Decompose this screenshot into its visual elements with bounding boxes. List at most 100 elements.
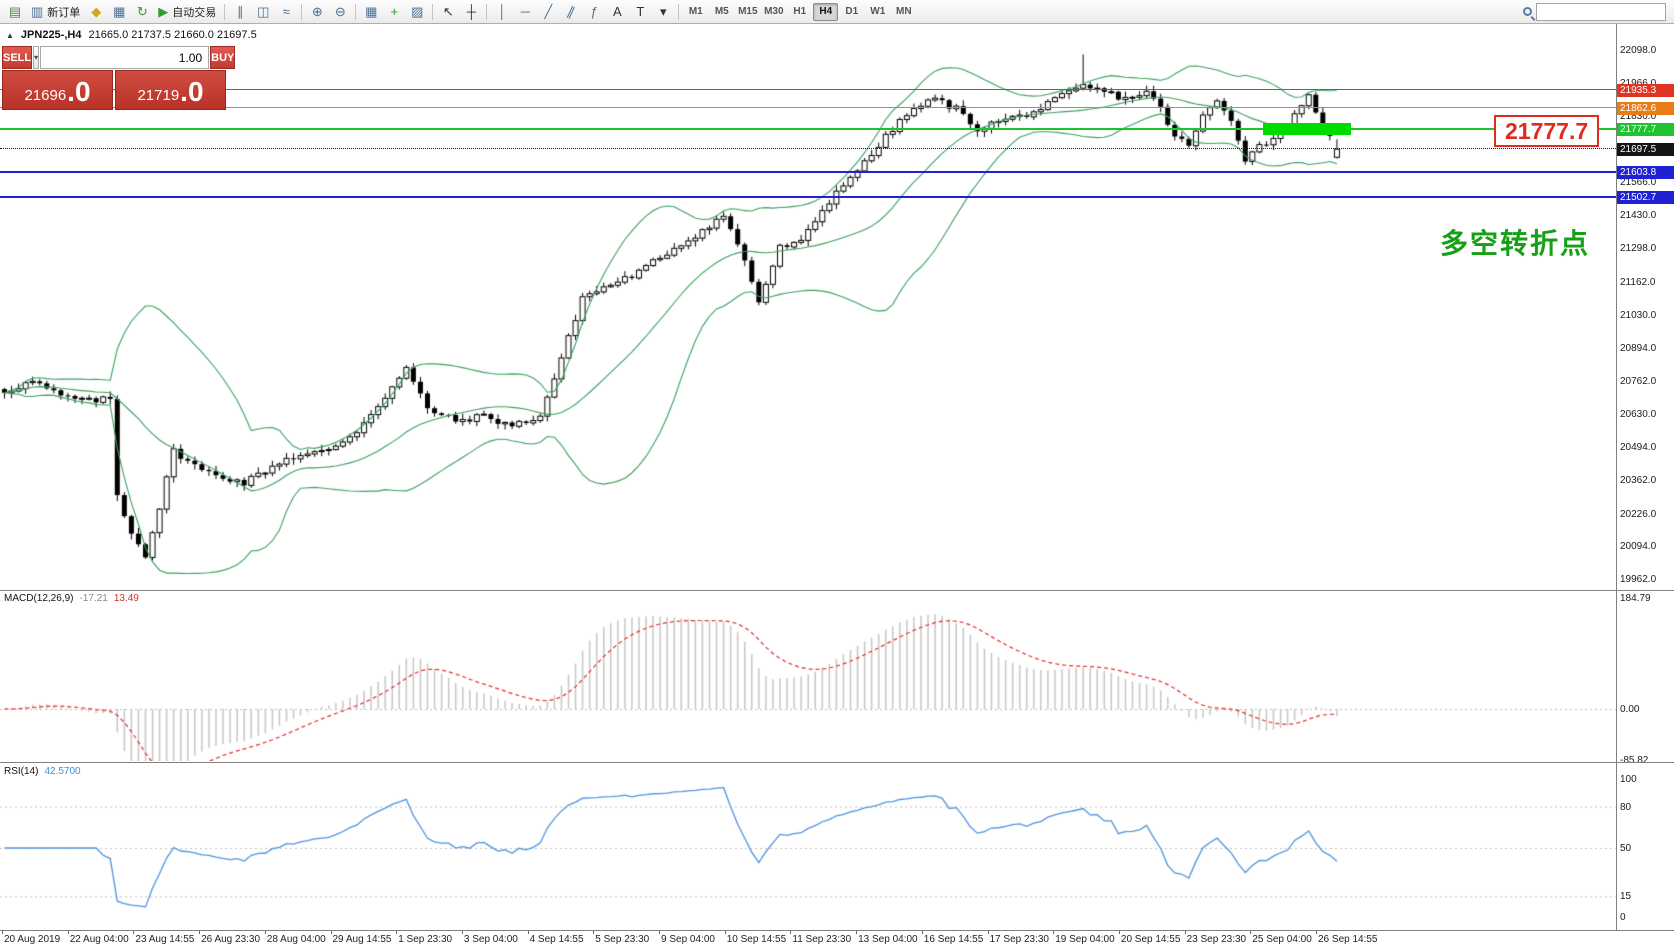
- zoom-out-button[interactable]: ⊖: [329, 2, 351, 22]
- time-axis[interactable]: 20 Aug 2019 22 Aug 04:00 23 Aug 14:55 26 Au…: [0, 930, 1674, 948]
- zoom-in-button[interactable]: ⊕: [306, 2, 328, 22]
- bar-chart-icon: ∥: [237, 4, 244, 19]
- sell-button[interactable]: SELL: [2, 46, 33, 69]
- turning-point-annotation[interactable]: 多空转折点: [1440, 228, 1591, 259]
- time-axis-separator: [0, 930, 1674, 931]
- volume-input[interactable]: [40, 46, 210, 69]
- new-order-button[interactable]: ▥ 新订单: [27, 2, 84, 22]
- volume-dropdown-button[interactable]: ▾: [33, 46, 40, 69]
- buy-button[interactable]: BUY: [210, 46, 236, 69]
- ohlc-values: 21665.0 21737.5 21660.0 21697.5: [88, 29, 257, 41]
- line-chart-icon: ≈: [282, 4, 290, 19]
- line-chart-button[interactable]: ≈: [275, 2, 297, 22]
- search-input[interactable]: [1536, 2, 1666, 21]
- trendline-button[interactable]: ╱: [537, 2, 559, 22]
- sell-price-display[interactable]: 21696.0: [2, 70, 113, 110]
- axis-label: 0: [1620, 912, 1626, 923]
- time-label: 1 Sep 23:30: [398, 934, 453, 945]
- fibonacci-button[interactable]: ƒ: [583, 2, 605, 22]
- time-tick: [1184, 930, 1186, 934]
- zoom-out-icon: ⊖: [334, 4, 346, 19]
- time-label: 4 Sep 14:55: [529, 934, 584, 945]
- indicators-icon: +: [390, 4, 399, 19]
- price-axis[interactable]: 22098.021966.021830.021698.021566.021430…: [1617, 24, 1674, 930]
- time-label: 23 Aug 14:55: [135, 934, 195, 945]
- timeframe-button-m30[interactable]: M30: [764, 6, 784, 17]
- macd-label: MACD(12,26,9): [4, 593, 74, 604]
- price-callout-box[interactable]: 21777.7: [1494, 115, 1600, 147]
- favorites-icon: ◆: [91, 4, 102, 19]
- symbol-search: [1523, 2, 1670, 21]
- text-label-button[interactable]: T: [629, 2, 651, 22]
- time-label: 11 Sep 23:30: [792, 934, 852, 945]
- time-label: 3 Sep 04:00: [463, 934, 518, 945]
- time-label: 17 Sep 23:30: [989, 934, 1050, 945]
- macd-panel-canvas[interactable]: [0, 591, 1616, 761]
- timeframe-button-m15[interactable]: M15: [738, 6, 758, 17]
- rsi-label-row: RSI(14) 42.5700: [4, 766, 81, 777]
- chart-ohlc-header: ▲ JPN225-,H4 21665.0 21737.5 21660.0 216…: [6, 29, 257, 41]
- vertical-line-button[interactable]: │: [491, 2, 513, 22]
- search-icon: [1523, 7, 1532, 16]
- timeframe-button-w1[interactable]: W1: [870, 6, 886, 17]
- bar-chart-button[interactable]: ∥: [229, 2, 251, 22]
- templates-icon: ▨: [411, 4, 424, 19]
- chevron-down-icon: ▾: [34, 53, 39, 62]
- crosshair-icon: ┼: [466, 4, 476, 19]
- price-tag-21502.7: 21502.7: [1617, 190, 1674, 204]
- chart-window-icon: ▲: [6, 30, 14, 40]
- equidistant-channel-button[interactable]: ∥: [560, 2, 582, 22]
- profiles-icon: ▦: [113, 4, 126, 19]
- toolbar-separator: [224, 3, 226, 20]
- axis-label: 21298.0: [1620, 243, 1657, 255]
- crosshair-button[interactable]: ┼: [460, 2, 482, 22]
- time-tick: [593, 930, 595, 934]
- text-label-icon: T: [636, 4, 645, 19]
- timeframe-button-m5[interactable]: M5: [714, 6, 729, 17]
- indicators-button[interactable]: +: [383, 2, 405, 22]
- main-chart-canvas[interactable]: [0, 24, 1616, 590]
- tile-windows-button[interactable]: ▦: [360, 2, 382, 22]
- favorites-button[interactable]: ◆: [85, 2, 107, 22]
- price-tag-21777.7: 21777.7: [1617, 122, 1674, 136]
- axis-label: 20094.0: [1620, 541, 1657, 553]
- templates-button[interactable]: ▨: [406, 2, 428, 22]
- timeframe-button-h4[interactable]: H4: [813, 2, 839, 21]
- timeframe-button-d1[interactable]: D1: [845, 6, 859, 17]
- rsi-panel-canvas[interactable]: [0, 763, 1616, 929]
- axis-label: 20362.0: [1620, 475, 1657, 486]
- buy-price-display[interactable]: 21719.0: [115, 70, 226, 110]
- timeframe-button-m1[interactable]: M1: [688, 6, 703, 17]
- time-tick: [199, 930, 201, 934]
- time-tick: [461, 930, 463, 934]
- price-tag-21603.8: 21603.8: [1617, 165, 1674, 179]
- cursor-button[interactable]: ↖: [437, 2, 459, 22]
- highlight-rect[interactable]: [1263, 123, 1351, 136]
- panel-resize-handle[interactable]: [0, 590, 1674, 591]
- time-tick: [1316, 930, 1317, 934]
- time-label: 20 Aug 2019: [4, 934, 61, 945]
- timeframe-button-h1[interactable]: H1: [793, 6, 807, 17]
- tile-windows-icon: ▦: [365, 4, 378, 19]
- toolbar-separator: [486, 3, 488, 20]
- axis-label: 100: [1620, 774, 1637, 785]
- cursor-icon: ↖: [442, 4, 454, 19]
- candlestick-chart-button[interactable]: ◫: [252, 2, 274, 22]
- axis-label: 21030.0: [1620, 309, 1657, 321]
- new-chart-button[interactable]: ▤: [4, 2, 26, 22]
- play-icon: ▶: [158, 4, 169, 19]
- panel-resize-handle[interactable]: [0, 762, 1674, 763]
- time-tick: [264, 930, 266, 934]
- main-toolbar: ▤ ▥ 新订单 ◆ ▦ ↻ ▶ 自动交易 ∥ ◫ ≈ ⊕ ⊖ ▦ + ▨ ↖ ┼ │ ─ ╱ ∥ ƒ A T ▾ M1 M5 M15 M3…: [0, 0, 1674, 24]
- shapes-button[interactable]: ▾: [652, 2, 674, 22]
- new-order-button-label: 新订单: [47, 6, 81, 19]
- time-label: 26 Aug 23:30: [201, 934, 261, 945]
- horizontal-line-button[interactable]: ─: [514, 2, 536, 22]
- candlestick-icon: ◫: [257, 4, 270, 19]
- price-tag-21697.5: 21697.5: [1617, 142, 1674, 156]
- auto-trading-button[interactable]: ▶ 自动交易: [154, 2, 220, 22]
- profiles-button[interactable]: ▦: [108, 2, 130, 22]
- refresh-button[interactable]: ↻: [131, 2, 153, 22]
- timeframe-button-mn[interactable]: MN: [896, 6, 912, 17]
- text-button[interactable]: A: [606, 2, 628, 22]
